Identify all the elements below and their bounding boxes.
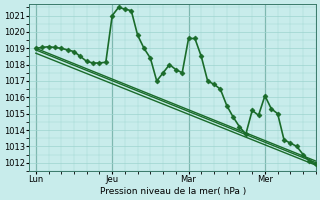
X-axis label: Pression niveau de la mer( hPa ): Pression niveau de la mer( hPa ) <box>100 187 246 196</box>
